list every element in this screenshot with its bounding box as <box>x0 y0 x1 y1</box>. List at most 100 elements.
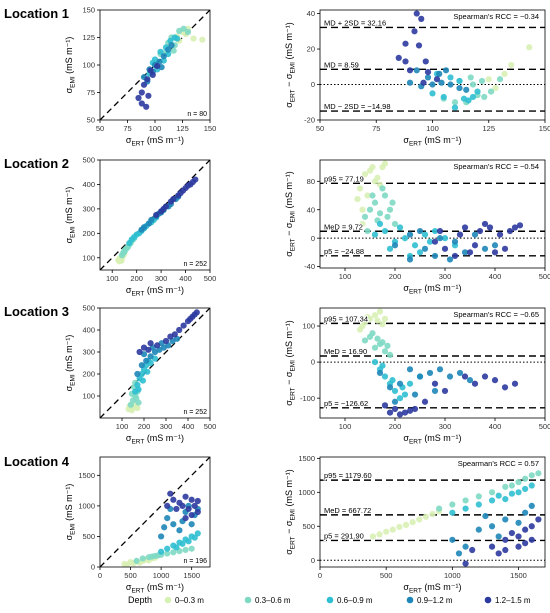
point-1-5 <box>180 25 187 32</box>
panel-2-right: p95 = 77.19 MeD = 9.72 p5 = −24.88 100 200 30… <box>284 159 550 295</box>
point-1-3 <box>475 493 482 500</box>
one-to-one-line <box>100 160 210 270</box>
point-1-7 <box>374 335 381 342</box>
point-3-0 <box>391 242 399 249</box>
point-4-0 <box>381 402 389 409</box>
point-1-2 <box>371 344 379 351</box>
point-2-1 <box>164 545 171 552</box>
y-tick-label-1: 0 <box>311 358 315 367</box>
y-tick-label-1: 0 <box>311 80 315 89</box>
point-1-9 <box>384 342 391 349</box>
point-0-5 <box>381 315 389 322</box>
point-0-4 <box>376 308 384 315</box>
x-axis-label: σERT (mS m⁻¹) <box>126 285 184 297</box>
point-4-11 <box>522 540 529 547</box>
point-4-1 <box>391 405 399 413</box>
legend-label-1: 0.3–0.6 m <box>255 596 291 605</box>
point-2-7 <box>376 220 384 228</box>
point-2-8 <box>451 104 459 111</box>
point-0-8 <box>422 513 429 520</box>
y-tick-label-0: 50 <box>87 116 95 125</box>
point-0-3 <box>361 171 369 178</box>
point-2-6 <box>522 485 529 493</box>
x-tick-label-2: 300 <box>160 422 173 431</box>
point-4-0 <box>153 211 160 219</box>
point-3-3 <box>147 353 154 360</box>
point-3-8 <box>424 74 432 81</box>
point-0-4 <box>199 36 206 43</box>
point-4-2 <box>140 81 148 88</box>
point-3-4 <box>451 238 459 245</box>
point-4-8 <box>471 380 479 387</box>
point-1-6 <box>170 549 177 556</box>
point-4-9 <box>451 252 459 260</box>
point-3-12 <box>406 256 414 263</box>
point-0-12 <box>359 220 366 228</box>
y-axis-label: σEMI (mS m⁻¹) <box>64 484 76 541</box>
point-4-6 <box>143 103 150 110</box>
plot-area <box>320 470 545 567</box>
point-0-3 <box>492 84 499 92</box>
point-4-9 <box>481 373 489 380</box>
point-1-6 <box>135 399 142 406</box>
point-2-7 <box>528 482 535 489</box>
point-1-11 <box>389 199 396 206</box>
point-3-9 <box>466 377 474 384</box>
point-4-14 <box>191 311 198 318</box>
x-tick-label-1: 75 <box>372 124 380 133</box>
panel-4-right: p95 = 1179.60 MeD = 667.72 p5 = 291.90 0 500… <box>284 454 546 594</box>
point-3-11 <box>491 242 499 249</box>
x-tick-label-0: 50 <box>96 124 104 133</box>
reference-label-0: p95 = 77.19 <box>324 174 364 183</box>
point-4-1 <box>167 490 174 497</box>
point-3-2 <box>421 245 429 252</box>
x-tick-label-0: 100 <box>339 422 352 431</box>
point-2-1 <box>462 505 469 512</box>
point-4-5 <box>420 79 427 86</box>
y-tick-label-4: 500 <box>82 304 95 313</box>
point-3-5 <box>461 249 469 256</box>
point-4-6 <box>191 502 198 509</box>
point-3-11 <box>411 391 419 398</box>
point-4-1 <box>441 245 449 252</box>
location-title: Location 4 <box>4 454 70 469</box>
y-tick-label-3: 1500 <box>298 454 315 463</box>
point-1-5 <box>502 483 509 490</box>
point-4-9 <box>188 511 195 519</box>
panel-4-left: Location 4 0 500 1000 1500 0 500 1000 1500 σERT (… <box>4 454 211 594</box>
legend-swatch-2 <box>326 596 334 604</box>
y-tick-label-3: 80 <box>307 177 315 186</box>
point-2-10 <box>406 380 414 387</box>
point-2-0 <box>158 548 165 555</box>
point-4-4 <box>162 337 170 345</box>
point-4-14 <box>396 411 404 418</box>
y-axis-label: σERT − σEMI (mS m⁻¹) <box>284 22 296 107</box>
point-4-2 <box>456 231 464 238</box>
point-4-14 <box>461 224 469 231</box>
panel-2-left: Location 2 100 200 300 400 500 100 200 300 400 500… <box>4 156 216 298</box>
point-2-3 <box>488 497 496 504</box>
point-2-8 <box>495 492 502 499</box>
x-tick-label-0: 100 <box>339 272 352 281</box>
point-0-0 <box>369 533 377 540</box>
location-title: Location 3 <box>4 304 69 319</box>
x-tick-label-1: 500 <box>380 571 393 580</box>
point-4-7 <box>194 497 201 505</box>
point-3-9 <box>528 502 535 509</box>
point-4-8 <box>528 523 535 530</box>
point-0-4 <box>364 192 371 199</box>
point-4-7 <box>461 373 469 380</box>
legend-swatch-1 <box>244 596 252 604</box>
point-0-3 <box>389 526 396 533</box>
point-4-5 <box>486 224 494 231</box>
point-0-6 <box>409 519 416 526</box>
reference-label-0: p95 = 107.34 <box>324 314 368 323</box>
reference-label-0: MD + 2SD = 32.16 <box>324 18 386 27</box>
plot-area <box>100 457 210 567</box>
point-4-4 <box>476 227 484 235</box>
point-1-3 <box>376 210 384 217</box>
point-1-1 <box>449 501 456 508</box>
x-tick-label-1: 500 <box>124 571 137 580</box>
y-tick-label-3: 125 <box>82 33 95 42</box>
point-4-5 <box>188 496 195 503</box>
